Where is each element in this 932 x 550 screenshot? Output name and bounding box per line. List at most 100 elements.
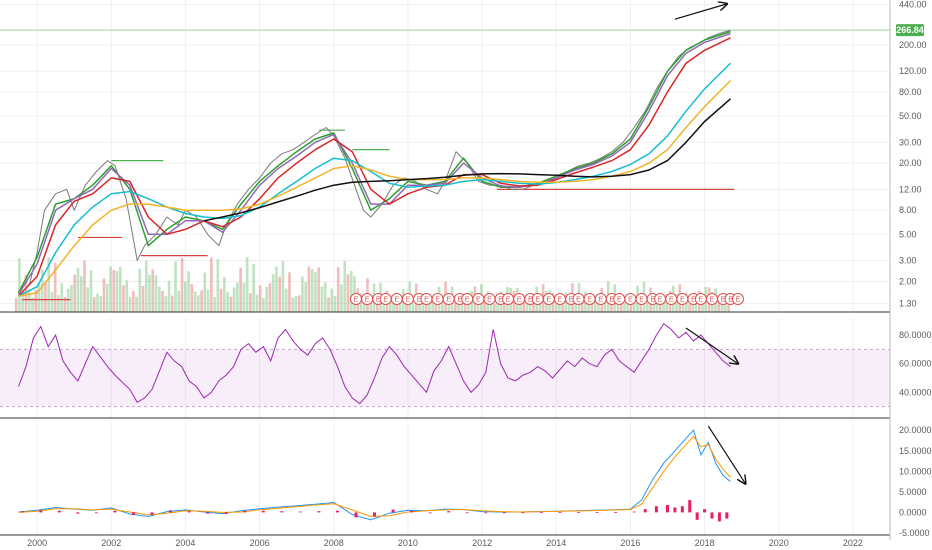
volume-bar [197,295,200,312]
rsi-band [0,348,890,408]
volume-bar [336,267,340,312]
histogram-bar [465,512,469,514]
histogram-bar [521,512,525,514]
histogram-bar [558,511,562,513]
series-rsi [18,322,731,405]
histogram-bar [94,512,98,514]
x-tick-label: 2020 [769,538,789,548]
histogram-bar [317,511,321,513]
series-ma5 [18,79,732,297]
volume-bar [375,299,379,312]
x-tick-label: 2002 [101,538,121,548]
price-badge-label: 266.84 [896,25,924,35]
earnings-marker-label: E [465,297,470,304]
histogram-bar [447,511,451,513]
histogram-bar [502,512,506,514]
histogram-bar [373,512,377,517]
histogram-bar [673,507,677,513]
y-tick-label: 50.00 [899,111,922,121]
histogram-bar [20,511,24,513]
level-lines [0,29,890,301]
volume-bar [53,262,57,312]
earnings-marker-label: E [598,297,603,304]
volume-bar [216,259,220,312]
histogram-bar [695,512,699,520]
volume-bar [138,268,142,312]
volume-bar [271,274,275,312]
y-tick-label: 5.0000 [899,487,927,497]
volume-bar [593,300,597,312]
volume-bar [307,266,311,312]
volume-bar [278,276,281,312]
earnings-marker-label: E [721,297,726,304]
earnings-marker-label: E [435,297,440,304]
histogram-bar [428,512,432,514]
volume-bar [177,290,181,312]
earnings-marker-label: E [680,297,685,304]
volume-bar [219,288,223,312]
volume-bar [239,267,242,312]
volume-bar [275,266,278,312]
volume-bar [567,303,571,312]
histogram-bar [654,506,658,513]
earnings-marker-label: E [546,297,551,304]
volume-bar [314,272,317,312]
volume-bar [265,286,268,312]
volume-bar [242,282,246,312]
earnings-marker-label: E [650,297,655,304]
volume-bar [252,264,255,312]
volume-bar [57,295,60,312]
volume-bar [460,303,464,312]
volume-bar [70,284,73,312]
histogram-bar [113,510,117,513]
earnings-marker-label: E [691,297,696,304]
earnings-marker-label: E [587,297,592,304]
volume-bar [141,285,145,312]
volume-bar [395,301,399,312]
histogram-bar [717,512,721,522]
volume-bar [232,287,236,312]
rsi-band-fill [0,349,890,407]
volume-bar [349,270,353,312]
volume-bar [441,296,444,312]
histogram-bar [680,506,684,513]
volume-bar [249,293,252,312]
volume-bar [40,269,44,312]
rsi-trend-arrow [685,327,738,364]
series-ma2 [17,32,731,295]
pane-separators [0,0,891,540]
histogram-bar [150,512,154,515]
volume-bar [574,298,578,312]
volume-bar [724,304,727,312]
volume-bar [128,296,132,312]
earnings-marker-label: E [498,297,503,304]
series-signal [18,435,731,518]
volume-bar [89,270,93,312]
volume-bar [14,297,18,312]
volume-bar [47,257,51,312]
volume-bar [170,295,174,312]
volume-bar [717,299,721,312]
volume-bar [369,296,373,312]
volume-bar [206,289,210,312]
x-tick-label: 2018 [695,538,715,548]
volume-bar [297,295,301,312]
volume-bar [652,302,656,312]
histogram-bar [484,512,488,514]
histogram-bar [261,510,265,513]
volume-bar [616,298,620,312]
volume-bar [223,276,226,312]
earnings-marker-label: E [354,297,359,304]
volume-bar [229,296,233,312]
earnings-marker-label: E [446,297,451,304]
histogram-bar [577,511,580,513]
volume-bar [454,302,457,312]
volume-bar [343,260,347,312]
macd-histogram [20,500,729,522]
volume-bar [21,289,24,312]
volume-bar [193,291,197,312]
y-tick-label: 15.0000 [899,446,932,456]
volume-bar [73,274,77,312]
volume-bar [115,271,119,312]
